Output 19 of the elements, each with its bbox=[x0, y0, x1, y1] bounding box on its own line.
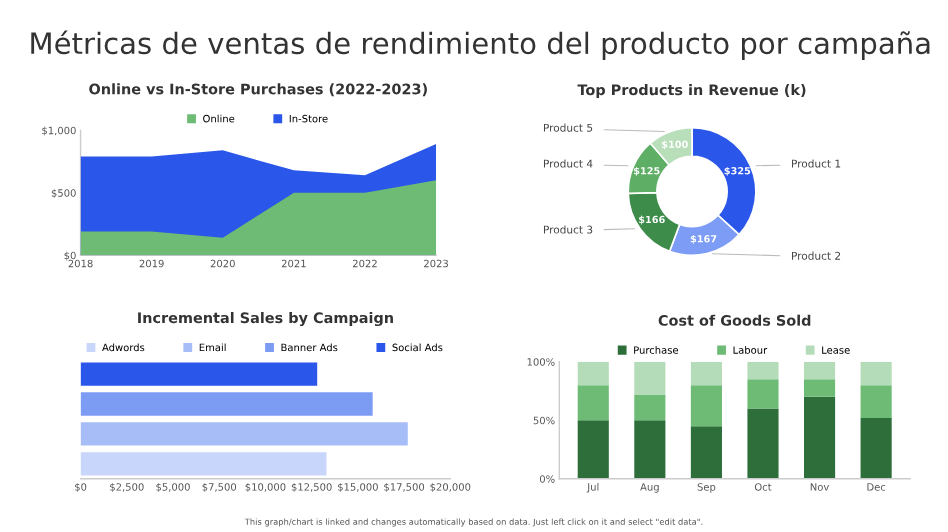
bar bbox=[634, 394, 666, 421]
bar bbox=[690, 385, 722, 427]
text: Métricas de ventas de rendimiento del producto por campaña bbox=[31, 30, 930, 60]
bar bbox=[860, 417, 892, 479]
bar bbox=[860, 361, 892, 386]
bar bbox=[804, 361, 836, 380]
bar bbox=[747, 408, 779, 479]
bar bbox=[634, 361, 666, 395]
bar bbox=[747, 361, 779, 380]
bar bbox=[747, 379, 779, 409]
bar bbox=[860, 385, 892, 418]
bar bbox=[804, 379, 836, 397]
bar bbox=[577, 385, 609, 421]
bar bbox=[577, 420, 609, 479]
bar bbox=[690, 426, 722, 479]
bar bbox=[690, 361, 722, 386]
bar bbox=[577, 361, 609, 386]
bar bbox=[804, 396, 836, 479]
bar bbox=[634, 420, 666, 479]
